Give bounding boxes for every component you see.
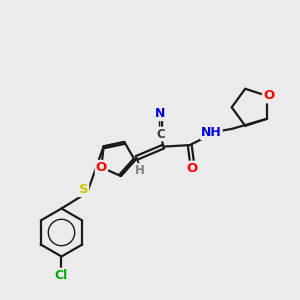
Text: NH: NH: [201, 126, 222, 139]
Text: N: N: [155, 107, 165, 120]
Text: S: S: [79, 183, 88, 196]
Text: O: O: [187, 162, 198, 175]
Text: O: O: [96, 161, 107, 174]
Text: Cl: Cl: [55, 268, 68, 282]
Text: H: H: [135, 164, 145, 177]
Text: C: C: [157, 128, 165, 140]
Text: O: O: [263, 89, 274, 102]
